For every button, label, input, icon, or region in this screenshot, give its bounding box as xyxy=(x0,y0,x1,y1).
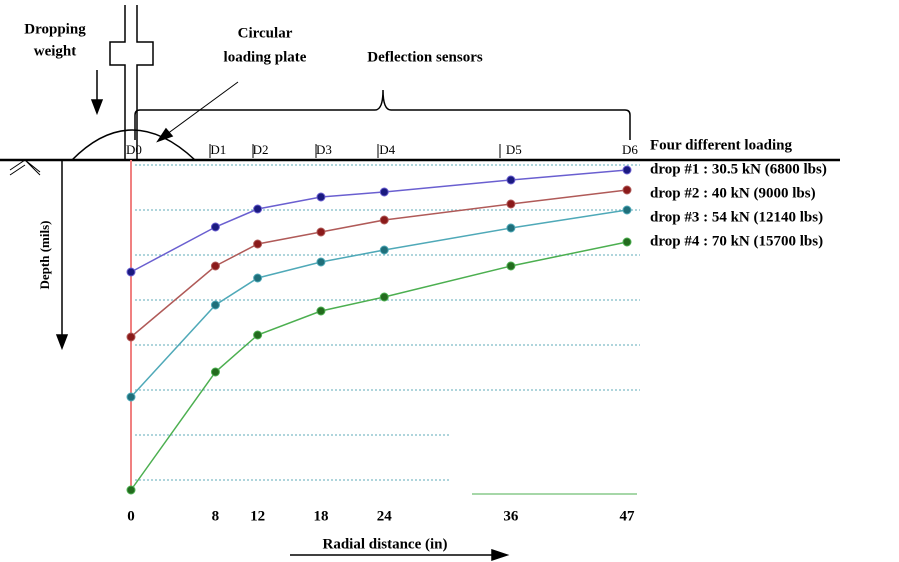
point xyxy=(126,267,136,277)
schematic xyxy=(0,5,840,562)
point xyxy=(316,306,326,316)
x-tick-label: 12 xyxy=(250,508,265,524)
point xyxy=(506,223,516,233)
dotted-lines xyxy=(135,164,640,481)
x-tick-label: 24 xyxy=(377,508,393,524)
label: loading plate xyxy=(224,49,307,65)
point xyxy=(253,273,263,283)
point xyxy=(379,187,389,197)
point xyxy=(210,300,220,310)
label: weight xyxy=(34,43,77,59)
x-tick-label: 36 xyxy=(503,508,519,524)
point xyxy=(506,199,516,209)
point xyxy=(316,257,326,267)
point xyxy=(126,392,136,402)
point xyxy=(253,204,263,214)
y-axis-label: Depth (mils) xyxy=(37,221,52,290)
point xyxy=(210,261,220,271)
legend-title: Four different loading xyxy=(650,137,792,153)
sensor-label: D6 xyxy=(622,142,638,157)
point xyxy=(379,215,389,225)
label: Circular xyxy=(238,25,293,41)
legend-entry: drop #3 : 54 kN (12140 lbs) xyxy=(650,209,823,225)
legend-entry: drop #2 : 40 kN (9000 lbs) xyxy=(650,185,816,201)
point xyxy=(210,367,220,377)
sensor-label: D2 xyxy=(253,142,269,157)
x-tick-label: 0 xyxy=(127,508,135,524)
point xyxy=(506,261,516,271)
legend-entry: drop #1 : 30.5 kN (6800 lbs) xyxy=(650,161,827,177)
sensor-label: D3 xyxy=(316,142,332,157)
point xyxy=(622,237,632,247)
point xyxy=(622,165,632,175)
point xyxy=(622,185,632,195)
x-axis-label: Radial distance (in) xyxy=(322,536,447,552)
legend-entry: drop #4 : 70 kN (15700 lbs) xyxy=(650,233,823,249)
sensor-label: D4 xyxy=(379,142,395,157)
series-line xyxy=(130,241,628,491)
point xyxy=(316,192,326,202)
label: Dropping xyxy=(24,21,86,37)
point xyxy=(253,239,263,249)
sensor-label: D0 xyxy=(126,142,142,157)
point xyxy=(126,332,136,342)
series-line xyxy=(130,209,628,398)
point xyxy=(506,175,516,185)
point xyxy=(379,245,389,255)
point xyxy=(316,227,326,237)
sensor-label: D1 xyxy=(210,142,226,157)
x-tick-label: 8 xyxy=(212,508,220,524)
point xyxy=(253,330,263,340)
label: Deflection sensors xyxy=(367,49,483,65)
point xyxy=(126,485,136,495)
point xyxy=(622,205,632,215)
sensor-label: D5 xyxy=(506,142,522,157)
point xyxy=(210,222,220,232)
x-tick-label: 47 xyxy=(620,508,636,524)
x-tick-label: 18 xyxy=(313,508,328,524)
point xyxy=(379,292,389,302)
